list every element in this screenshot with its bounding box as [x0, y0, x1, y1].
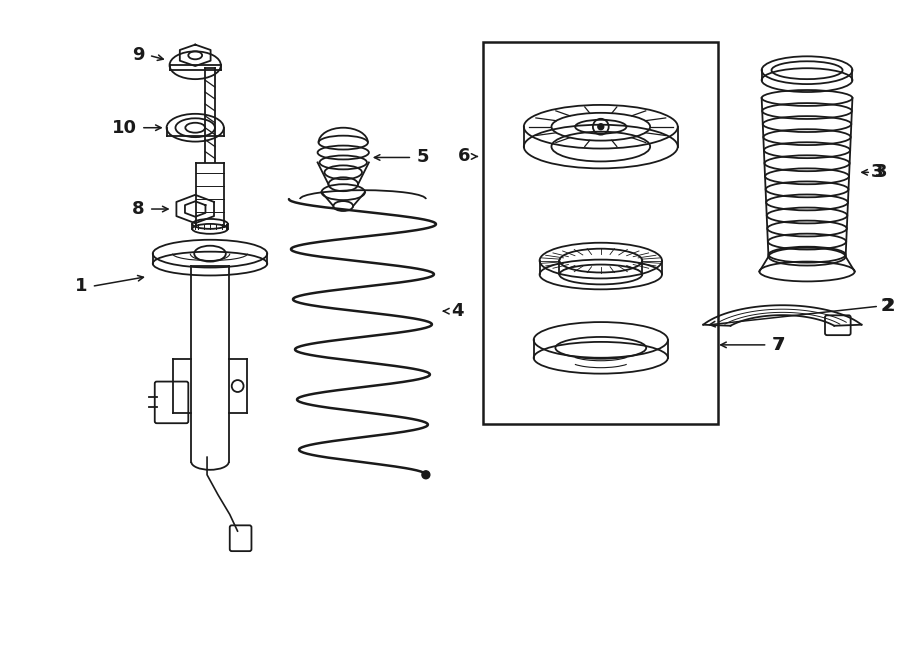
Text: 10: 10	[112, 119, 137, 137]
Text: 2: 2	[881, 297, 894, 315]
Circle shape	[598, 124, 604, 130]
Text: 6: 6	[458, 147, 471, 165]
Circle shape	[422, 471, 430, 479]
Text: 3: 3	[871, 163, 884, 181]
Text: 2: 2	[883, 297, 896, 315]
Text: 7: 7	[772, 336, 785, 354]
Text: 9: 9	[132, 46, 145, 64]
Text: 3: 3	[875, 163, 887, 181]
Text: 1: 1	[75, 278, 87, 295]
Text: 5: 5	[417, 149, 428, 167]
Text: 4: 4	[451, 302, 464, 320]
Text: 8: 8	[132, 200, 145, 218]
Bar	[483, 42, 718, 424]
Text: 7: 7	[771, 336, 784, 354]
